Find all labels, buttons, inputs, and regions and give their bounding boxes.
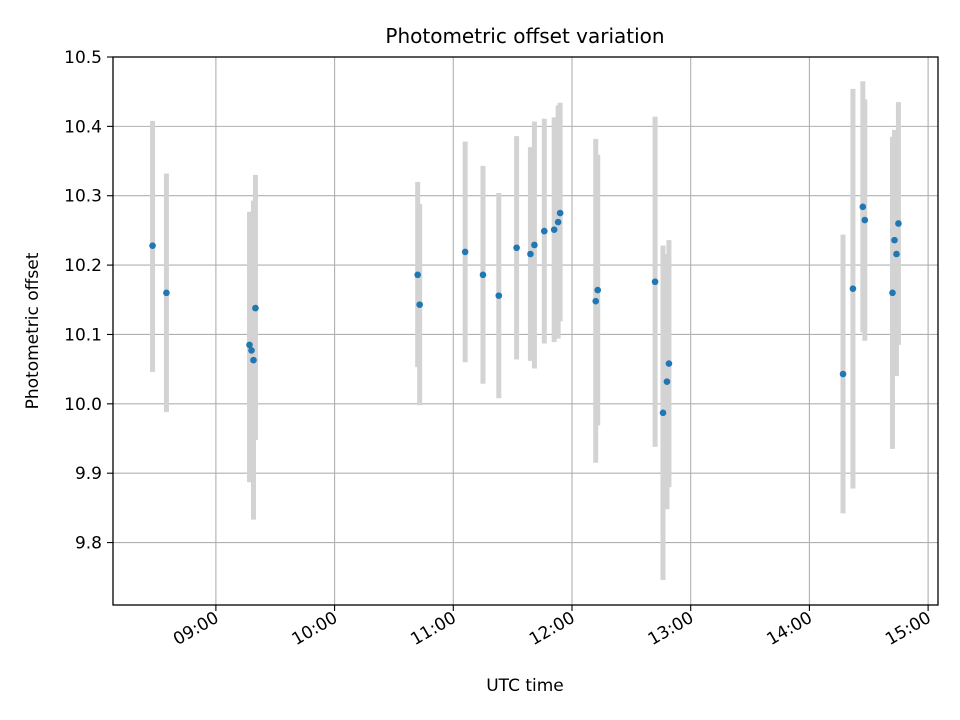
data-point [513, 244, 520, 252]
x-axis-label: UTC time [486, 676, 564, 696]
data-point [461, 248, 469, 256]
data-point [891, 236, 898, 244]
y-tick-label: 10.1 [64, 325, 102, 345]
data-points [149, 203, 902, 417]
data-point [479, 271, 487, 279]
data-point [893, 250, 900, 258]
data-point [554, 218, 562, 226]
data-point [556, 209, 564, 217]
data-point [895, 220, 902, 227]
data-point [663, 378, 671, 385]
y-tick-label: 10.2 [64, 256, 102, 276]
data-point [889, 289, 896, 297]
data-point [252, 304, 259, 312]
grid [113, 56, 938, 605]
data-point [859, 203, 867, 211]
data-point [861, 216, 869, 224]
data-point [665, 360, 673, 367]
chart-title: Photometric offset variation [385, 24, 664, 48]
y-tick-label: 10.3 [64, 187, 102, 207]
data-point [248, 347, 255, 354]
y-tick-label: 10.0 [64, 395, 102, 415]
data-point [651, 278, 659, 286]
data-point [149, 242, 156, 249]
data-point [250, 356, 257, 364]
data-point [659, 409, 667, 417]
data-point [540, 227, 548, 235]
y-tick-label: 10.4 [64, 117, 102, 137]
data-point [414, 271, 421, 279]
data-point [550, 226, 558, 234]
data-point [163, 289, 170, 297]
data-point [849, 285, 857, 292]
data-point [594, 286, 602, 294]
plot-frame [112, 56, 939, 606]
y-axis-label: Photometric offset [23, 252, 43, 409]
y-tick-label: 10.5 [64, 48, 102, 68]
data-point [246, 341, 253, 349]
data-point [527, 250, 534, 258]
y-tick-label: 9.9 [75, 464, 102, 484]
data-point [531, 241, 538, 249]
y-tick-label: 9.8 [75, 534, 102, 554]
data-point [495, 292, 503, 299]
data-point [839, 370, 847, 378]
data-point [592, 297, 600, 305]
data-point [416, 301, 423, 308]
